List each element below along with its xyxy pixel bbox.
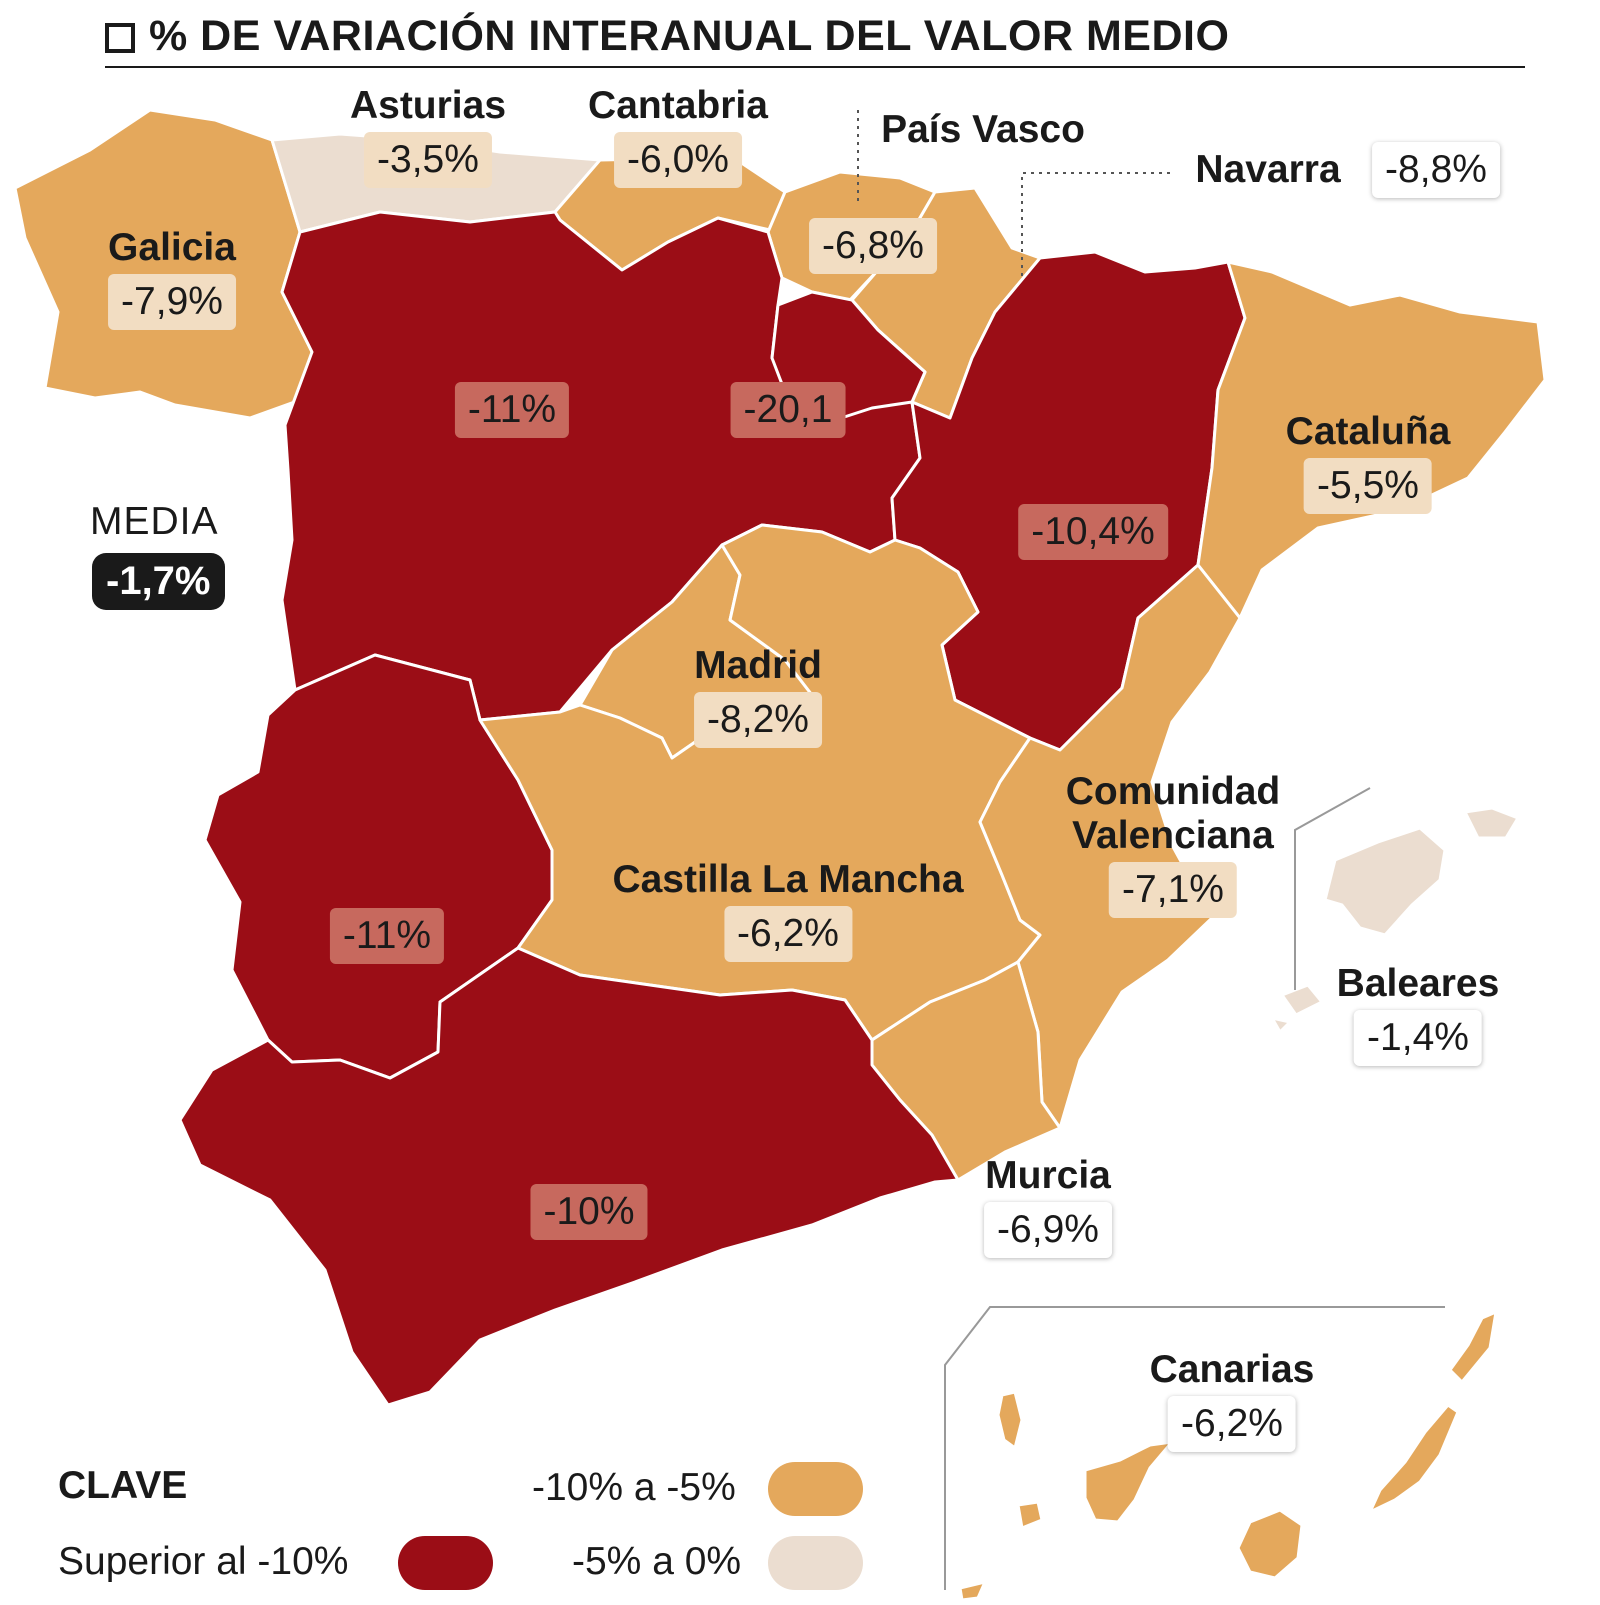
region-canarias-fuerteventura[interactable]: [1368, 1403, 1460, 1514]
region-canarias-lanzarote[interactable]: [1448, 1310, 1498, 1384]
legend-swatch-5-0: [768, 1536, 863, 1590]
leader-navarra: [1021, 172, 1170, 280]
title-text: % DE VARIACIÓN INTERANUAL DEL VALOR MEDI…: [149, 12, 1230, 60]
region-baleares-ibiza[interactable]: [1280, 983, 1324, 1017]
legend-label-5-0: -5% a 0%: [572, 1540, 742, 1583]
label-canarias: Canarias -6,2%: [1149, 1348, 1315, 1452]
legend-label-10-5: -10% a -5%: [532, 1466, 736, 1509]
castilla-la-mancha-value: -6,2%: [724, 906, 852, 962]
label-galicia: Galicia -7,9%: [108, 226, 236, 330]
comunidad-valenciana-name-1: Comunidad: [1065, 770, 1281, 813]
label-comunidad-valenciana: Comunidad Valenciana -7,1%: [1066, 770, 1280, 918]
label-cataluna: Cataluña -5,5%: [1285, 410, 1451, 514]
cantabria-value: -6,0%: [614, 132, 742, 188]
cataluna-value: -5,5%: [1304, 458, 1432, 514]
madrid-name: Madrid: [694, 644, 822, 687]
label-castilla-y-leon: -11%: [454, 378, 570, 438]
label-aragon: -10,4%: [1018, 500, 1168, 560]
navarra-value: -8,8%: [1372, 142, 1500, 198]
region-andalucia[interactable]: [178, 946, 960, 1407]
murcia-name: Murcia: [985, 1154, 1111, 1197]
castilla-y-leon-value: -11%: [454, 382, 570, 438]
region-baleares-formentera[interactable]: [1270, 1016, 1292, 1034]
label-castilla-la-mancha: Castilla La Mancha -6,2%: [612, 858, 964, 962]
label-cantabria: Cantabria -6,0%: [588, 84, 768, 188]
region-canarias-tenerife[interactable]: [1083, 1440, 1174, 1524]
comunidad-valenciana-name-2: Valenciana: [1072, 814, 1274, 857]
label-navarra-name: Navarra: [1195, 148, 1340, 192]
baleares-name: Baleares: [1336, 962, 1500, 1005]
canarias-frame-line: [944, 1306, 1445, 1590]
baleares-frame-line: [1294, 787, 1371, 990]
pais-vasco-value: -6,8%: [809, 218, 937, 274]
label-extremadura: -11%: [329, 904, 445, 964]
region-comunidad-valenciana[interactable]: [978, 563, 1242, 1130]
comunidad-valenciana-value: -7,1%: [1109, 862, 1237, 918]
murcia-value: -6,9%: [984, 1202, 1112, 1258]
aragon-value: -10,4%: [1018, 504, 1168, 560]
label-andalucia: -10%: [530, 1180, 648, 1240]
canarias-value: -6,2%: [1168, 1396, 1296, 1452]
title-square-icon: [105, 23, 135, 53]
andalucia-value: -10%: [530, 1184, 648, 1240]
legend-swatch-10-5: [768, 1462, 863, 1516]
galicia-value: -7,9%: [108, 274, 236, 330]
legend-label-superior: Superior al -10%: [58, 1540, 349, 1583]
extremadura-value: -11%: [329, 908, 445, 964]
asturias-value: -3,5%: [364, 132, 492, 188]
label-navarra-value: -8,8%: [1372, 138, 1500, 198]
region-canarias-gran-canaria[interactable]: [1236, 1508, 1304, 1580]
region-canarias-la-gomera[interactable]: [1016, 1500, 1044, 1530]
region-canarias-el-hierro[interactable]: [958, 1580, 987, 1602]
galicia-name: Galicia: [108, 226, 236, 269]
canarias-name: Canarias: [1149, 1348, 1315, 1391]
label-la-rioja: -20,1: [730, 378, 846, 438]
media-label: MEDIA: [90, 500, 219, 543]
region-canarias-la-palma[interactable]: [996, 1390, 1024, 1450]
label-murcia: Murcia -6,9%: [984, 1154, 1112, 1258]
legend-swatch-superior: [398, 1536, 493, 1590]
castilla-la-mancha-name: Castilla La Mancha: [612, 858, 964, 901]
cataluna-name: Cataluña: [1285, 410, 1451, 453]
label-asturias: Asturias -3,5%: [350, 84, 506, 188]
map-title: % DE VARIACIÓN INTERANUAL DEL VALOR MEDI…: [105, 12, 1229, 61]
title-rule: [105, 66, 1525, 68]
legend-title: CLAVE: [58, 1464, 188, 1507]
label-pais-vasco-name: País Vasco: [881, 108, 1085, 152]
pais-vasco-name: País Vasco: [881, 108, 1085, 151]
label-madrid: Madrid -8,2%: [694, 644, 822, 748]
madrid-value: -8,2%: [694, 692, 822, 748]
label-pais-vasco-value: -6,8%: [809, 214, 937, 274]
region-cataluna[interactable]: [1196, 260, 1547, 620]
asturias-name: Asturias: [349, 84, 507, 127]
la-rioja-value: -20,1: [730, 382, 846, 438]
baleares-value: -1,4%: [1354, 1010, 1482, 1066]
media-value-badge: -1,7%: [92, 553, 225, 610]
region-baleares-menorca[interactable]: [1463, 806, 1520, 840]
cantabria-name: Cantabria: [588, 84, 768, 127]
label-baleares: Baleares -1,4%: [1336, 962, 1500, 1066]
navarra-name: Navarra: [1195, 148, 1341, 191]
region-baleares-mallorca[interactable]: [1323, 826, 1447, 937]
